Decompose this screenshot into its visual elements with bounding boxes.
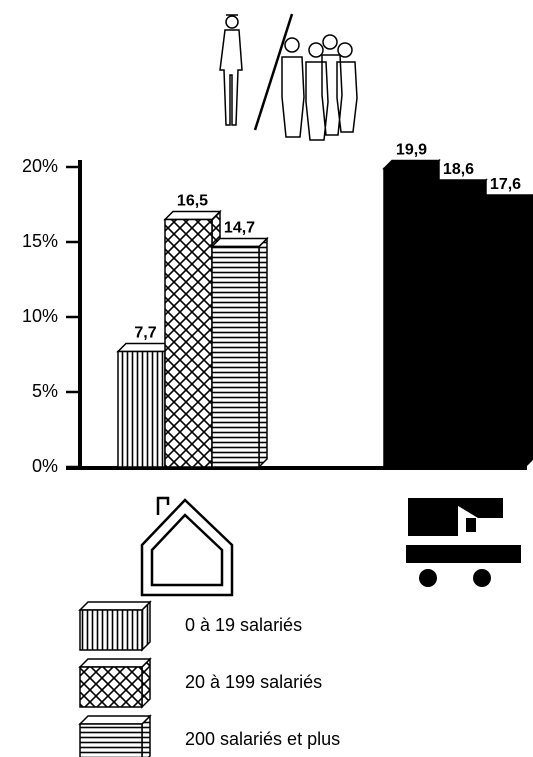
- value-label: 17,6: [490, 176, 521, 193]
- y-tick-label: 10%: [22, 306, 58, 326]
- legend-swatch: [79, 723, 143, 757]
- value-label: 18,6: [443, 161, 474, 178]
- bar: [430, 187, 479, 468]
- y-tick-label: 20%: [22, 156, 58, 176]
- y-tick-label: 5%: [32, 381, 58, 401]
- legend: 0 à 19 salariés 20 à 199 salariés 200 sala…: [78, 600, 340, 757]
- legend-swatch-top: [78, 658, 152, 668]
- legend-label: 20 à 199 salariés: [185, 672, 322, 692]
- bar-top: [476, 194, 533, 204]
- people-icon: [219, 13, 358, 141]
- bar-top: [429, 179, 488, 189]
- bar-side: [524, 193, 533, 469]
- value-label: 14,7: [224, 220, 255, 237]
- bar: [477, 202, 526, 468]
- bar: [383, 167, 432, 468]
- house-icon: [140, 496, 234, 597]
- value-label: 19,9: [396, 142, 427, 159]
- legend-swatch: [79, 609, 143, 651]
- bar-side: [258, 236, 268, 469]
- bar: [211, 245, 260, 468]
- y-tick-label: 15%: [22, 231, 58, 251]
- bar-top: [163, 210, 222, 221]
- y-tick-label: 0%: [32, 456, 58, 476]
- machine-icon: [406, 498, 521, 587]
- bar: [117, 350, 166, 468]
- bar: [164, 218, 213, 468]
- legend-label: 200 salariés et plus: [185, 729, 340, 749]
- legend-label: 0 à 19 salariés: [185, 615, 302, 635]
- legend-swatch-top: [78, 601, 152, 611]
- bar-top: [382, 159, 441, 170]
- bar-top: [210, 237, 269, 248]
- value-label: 7,7: [134, 325, 156, 342]
- value-label: 16,5: [177, 193, 208, 210]
- legend-swatch: [79, 666, 143, 708]
- legend-swatch-top: [78, 715, 152, 725]
